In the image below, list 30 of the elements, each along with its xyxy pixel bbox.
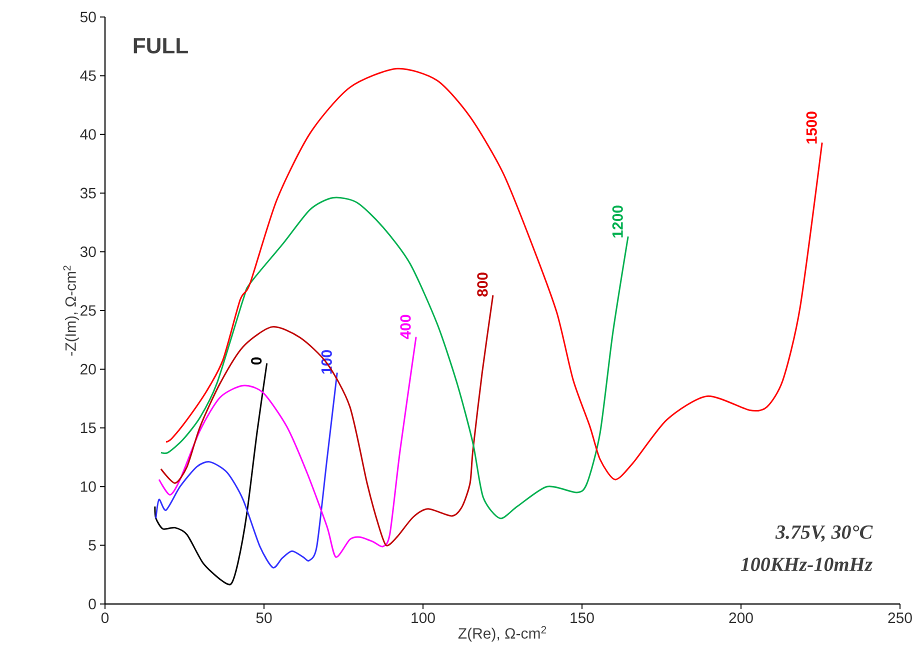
y-tick-label: 0 — [88, 598, 96, 610]
x-tick-label: 150 — [570, 612, 594, 624]
y-tick-label: 25 — [80, 305, 96, 316]
y-tick-label: 40 — [80, 129, 96, 140]
text: 0 — [251, 357, 262, 365]
x-axis-title: Z(Re), Ω-cm$^{2}$ — [458, 626, 546, 642]
y-tick-label: 45 — [80, 70, 96, 81]
x-tick-label: 0 — [101, 612, 109, 624]
line-series — [160, 196, 629, 520]
text: 800 — [477, 272, 488, 297]
y-tick-label: 15 — [80, 422, 96, 434]
text: 400 — [400, 314, 411, 340]
x-tick-label: 100 — [412, 612, 435, 624]
y-tick-label: 10 — [80, 481, 96, 492]
x-tick-label: 50 — [256, 612, 272, 624]
annotation: FULL — [134, 38, 188, 54]
x-tick-label: 250 — [888, 612, 912, 624]
annotation: 3.75V, 30°C — [775, 525, 873, 542]
text: 1200 — [612, 206, 623, 238]
y-tick-label: 5 — [88, 540, 96, 551]
y-tick-label: 30 — [80, 246, 96, 258]
annotation: 100KHz-10mHz — [740, 558, 873, 572]
line-series — [154, 362, 268, 585]
text: 1500 — [806, 112, 817, 144]
x-tick-label: 200 — [729, 612, 753, 624]
line-series — [165, 68, 823, 480]
y-tick-label: 35 — [80, 188, 96, 198]
y-axis-title: -Z(Im), Ω-cm$^{2}$ — [63, 266, 79, 356]
y-tick-label: 20 — [80, 364, 96, 374]
y-tick-label: 50 — [80, 12, 96, 22]
